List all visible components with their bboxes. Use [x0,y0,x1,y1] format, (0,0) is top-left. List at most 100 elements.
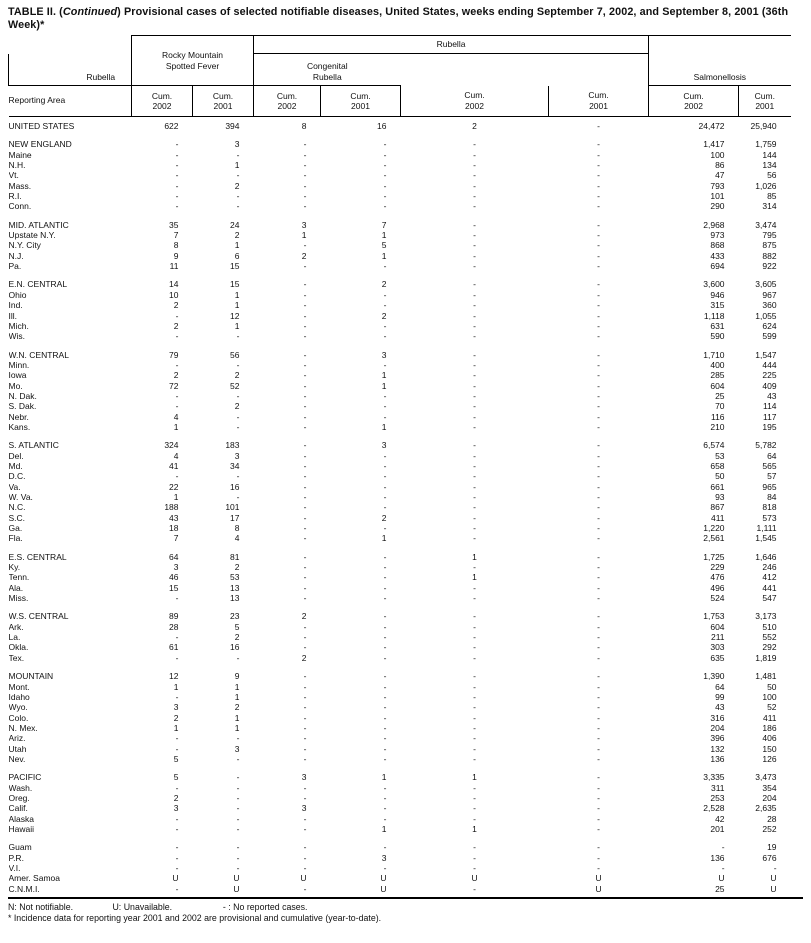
value-cell: 604 [710,621,725,632]
value-cell: 14 [169,279,179,290]
value-cell: - [303,421,307,432]
value-cell: 867 [710,502,725,513]
value-cell: 360 [762,300,777,311]
value-cell: 101 [710,191,725,202]
value-cell: 5 [173,753,179,764]
value-cell: - [383,782,387,793]
value-cell: 56 [230,349,240,360]
value-cell: 1 [173,681,179,692]
value-cell: - [303,551,307,562]
col-header-congenital-rubella-cum-2002: Cum. 2002 [400,85,549,117]
value-cell: 354 [762,782,777,793]
table-row: Guam - - - - - - - 19 [9,842,791,852]
value-cell: - [303,370,307,381]
value-cell: - [473,803,476,814]
value-cell: 1 [234,160,240,171]
value-cell: 1 [234,320,240,331]
value-cell: 3 [173,702,179,713]
section-gap [9,212,791,220]
value-cell: 2,528 [703,803,725,814]
value-cell: 246 [762,562,777,573]
value-cell: 1,390 [703,671,725,682]
value-cell: 252 [762,823,777,834]
value-cell: - [303,359,307,370]
table-row: Mont. 1 1 - - - - 64 50 [9,682,791,692]
value-cell: - [303,691,307,702]
table-row: UNITED STATES 622 394 8 16 2 - 24,472 25,940 [9,117,791,132]
value-cell: - [303,753,307,764]
value-cell: 3,173 [755,611,777,622]
reporting-area-cell: Ill. [8,310,18,321]
reporting-area-cell: La. [8,632,21,643]
value-cell: 315 [710,300,725,311]
value-cell: - [597,691,600,702]
table-row: Okla. 61 16 - - - - 303 292 [9,642,791,652]
reporting-area-cell: Vt. [8,170,19,181]
reporting-area-cell: Conn. [8,201,32,212]
value-cell: - [473,792,476,803]
value-cell: 43 [169,512,179,523]
value-cell: - [473,842,476,853]
value-cell: - [303,331,307,342]
value-cell: 946 [710,289,725,300]
value-cell: - [236,421,240,432]
value-cell: 406 [762,733,777,744]
column-group-congenital-rubella: Congenital Rubella [253,53,401,86]
value-cell: 1 [472,772,477,783]
reporting-area-cell: Md. [8,460,23,471]
value-cell: - [303,201,307,212]
value-cell: U [380,883,387,894]
value-cell: - [303,380,307,391]
value-cell: - [303,149,307,160]
reporting-area-cell: Mont. [8,681,30,692]
value-cell: - [597,421,600,432]
reporting-area-cell: E.S. CENTRAL [8,551,67,562]
reporting-area-cell: S. ATLANTIC [8,440,59,451]
value-cell: 624 [762,320,777,331]
value-cell: - [303,792,307,803]
value-cell: 967 [762,289,777,300]
column-group-salmonellosis: Salmonellosis [648,35,791,86]
value-cell: - [473,390,476,401]
value-cell: - [597,722,600,733]
table-row: S. Dak. - 2 - - - - 70 114 [9,401,791,411]
value-cell: - [383,289,387,300]
col-header-salmonellosis-cum-2001: Cum. 2001 [738,85,791,117]
value-cell: - [473,753,476,764]
table-row: N.C. 188 101 - - - - 867 818 [9,502,791,512]
value-cell: - [597,240,600,251]
table-row: Nev. 5 - - - - - 136 126 [9,754,791,764]
reporting-area-cell: W.S. CENTRAL [8,611,69,622]
value-cell: 134 [762,160,777,171]
table-row: Va. 22 16 - - - - 661 965 [9,482,791,492]
value-cell: 61 [169,642,179,653]
table-row: Ind. 2 1 - - - - 315 360 [9,300,791,310]
value-cell: - [383,320,387,331]
value-cell: 7 [173,230,179,241]
value-cell: - [597,803,600,814]
table-row: Upstate N.Y. 7 2 1 1 - - 973 795 [9,230,791,240]
rmsf-label-line2: Spotted Fever [165,60,220,71]
value-cell: - [597,331,600,342]
value-cell: 8 [173,240,179,251]
value-cell: 3,600 [703,279,725,290]
table-title: TABLE II. (Continued) Provisional cases … [8,6,801,31]
value-cell: 22 [169,481,179,492]
value-cell: 64 [169,551,179,562]
value-cell: - [303,279,307,290]
reporting-area-cell: Mass. [8,180,32,191]
value-cell: 1 [234,691,240,702]
value-cell: U [233,873,240,884]
value-cell: 204 [762,792,777,803]
value-cell: 86 [715,160,725,171]
value-cell: - [236,792,240,803]
value-cell: - [383,733,387,744]
reporting-area-cell: Fla. [8,533,23,544]
value-cell: - [383,743,387,754]
value-cell: 1,710 [703,349,725,360]
value-cell: 201 [710,823,725,834]
value-cell: 8 [234,523,240,534]
table-row: Ariz. - - - - - - 396 406 [9,733,791,743]
value-cell: - [303,310,307,321]
value-cell: 52 [767,702,777,713]
